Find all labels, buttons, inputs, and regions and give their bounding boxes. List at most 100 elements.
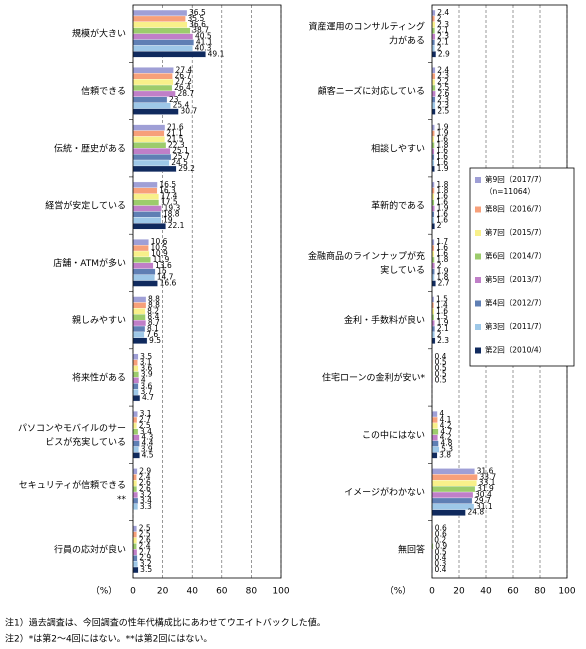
data-label: 1.9 <box>437 123 449 132</box>
data-label: 5.3 <box>441 445 453 454</box>
data-label: 1.8 <box>436 180 448 189</box>
data-label: 2 <box>437 43 442 52</box>
data-label: 4.7 <box>142 393 154 402</box>
bar <box>132 51 206 58</box>
bar <box>132 33 194 40</box>
data-label: 8.2 <box>147 306 159 315</box>
category-label: 店舗・ATMが多い <box>53 256 126 268</box>
bar <box>132 181 158 188</box>
data-label: 3.5 <box>140 565 152 574</box>
bar <box>132 45 193 52</box>
data-label: 2 <box>437 261 442 270</box>
bar <box>132 394 141 402</box>
x-tick-label: 20 <box>157 587 169 597</box>
data-label: 2.9 <box>139 466 151 475</box>
data-label: 2.1 <box>437 324 449 333</box>
bar <box>431 452 438 459</box>
data-label: 7.6 <box>146 330 158 339</box>
data-label: 1.9 <box>437 267 449 276</box>
data-label: 1.4 <box>436 300 448 309</box>
data-label: 1.6 <box>436 152 448 161</box>
bar <box>132 353 139 360</box>
bar <box>431 51 437 58</box>
data-label: 1.6 <box>436 146 448 155</box>
legend-label: 第4回（2012/7） <box>485 298 546 308</box>
data-label: 3.5 <box>140 352 152 361</box>
data-label: 1.7 <box>436 237 448 246</box>
bar <box>132 153 172 161</box>
data-label: 3.2 <box>140 559 152 568</box>
data-label: 3.6 <box>140 364 152 373</box>
bar <box>132 21 188 28</box>
data-label: 4.1 <box>440 415 452 424</box>
bar <box>132 561 138 568</box>
data-label: 3.8 <box>439 450 451 459</box>
data-label: 3.9 <box>141 445 153 454</box>
data-label: 0.5 <box>435 547 447 556</box>
data-label: 26.7 <box>175 71 192 80</box>
bar <box>132 96 168 103</box>
data-label: 3.4 <box>140 427 152 436</box>
data-label: 24.8 <box>467 508 484 517</box>
data-label: 1.9 <box>437 204 449 213</box>
data-label: 0.4 <box>435 565 447 574</box>
bar <box>132 383 139 390</box>
data-label: 2.3 <box>437 71 449 80</box>
bar <box>132 566 139 574</box>
data-label: 11.9 <box>153 255 170 264</box>
bar <box>132 474 137 481</box>
legend-swatch <box>475 253 481 260</box>
bar <box>132 377 140 384</box>
data-label: 18.8 <box>163 209 180 218</box>
legend-swatch <box>475 177 481 183</box>
legend-note: （n=11064） <box>485 187 535 196</box>
data-label: 1.6 <box>436 249 448 258</box>
bar <box>431 223 435 230</box>
data-label: 2.6 <box>139 536 151 545</box>
bar <box>132 485 137 493</box>
bar <box>132 67 174 74</box>
bar <box>431 497 473 505</box>
bar <box>132 79 174 86</box>
data-label: 23 <box>169 95 179 104</box>
bar <box>431 79 436 86</box>
bar <box>431 90 436 97</box>
data-label: 0.3 <box>434 559 446 568</box>
category-label: 親しみやすい <box>72 314 126 326</box>
legend-label: 第6回（2014/7） <box>485 251 546 261</box>
data-label: 30.7 <box>180 107 197 116</box>
data-label: 1.8 <box>436 273 448 282</box>
bar <box>431 27 435 34</box>
bar <box>431 15 435 22</box>
bar <box>132 250 150 258</box>
bar <box>132 497 139 505</box>
bar <box>132 274 155 281</box>
x-tick-label: 60 <box>216 587 228 597</box>
data-label: 4.2 <box>440 421 452 430</box>
data-label: 24.5 <box>171 158 188 167</box>
bar <box>132 244 149 252</box>
data-label: 2.3 <box>437 336 449 345</box>
bar <box>431 446 440 453</box>
bar <box>132 193 159 200</box>
data-label: 27.2 <box>175 77 192 86</box>
category-label: 相談しやすい <box>371 142 425 154</box>
data-label: 40.3 <box>195 43 212 52</box>
data-label: 1.6 <box>436 215 448 224</box>
bar <box>132 130 165 137</box>
data-label: 4.8 <box>440 439 452 448</box>
bar <box>132 27 191 34</box>
data-label: 3.6 <box>140 381 152 390</box>
data-label: 2.4 <box>139 472 151 481</box>
data-label: 3.3 <box>140 502 152 511</box>
x-tick-label: 100 <box>272 587 289 597</box>
bar <box>132 371 139 378</box>
bar <box>132 389 139 396</box>
data-label: 31.9 <box>477 484 494 493</box>
data-label: 4.5 <box>142 450 154 459</box>
data-label: 0.5 <box>435 370 447 379</box>
data-label: 3.1 <box>140 409 152 418</box>
x-tick-label: 80 <box>534 587 546 597</box>
category-label: イメージがわかない <box>344 486 425 498</box>
axis-unit: （%） <box>385 586 412 597</box>
